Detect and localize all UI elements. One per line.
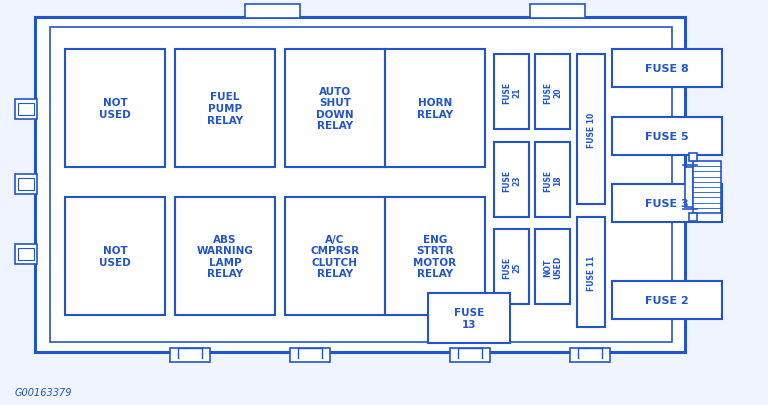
Text: FUSE 10: FUSE 10 [587, 112, 595, 147]
Text: FUEL
PUMP
RELAY: FUEL PUMP RELAY [207, 92, 243, 125]
Bar [290, 348, 330, 362]
Bar [50, 28, 672, 342]
Text: AUTO
SHUT
DOWN
RELAY: AUTO SHUT DOWN RELAY [316, 86, 354, 131]
Text: FUSE
18: FUSE 18 [543, 169, 562, 191]
Text: NOT
USED: NOT USED [543, 255, 562, 279]
Bar [494, 230, 529, 304]
Bar [689, 153, 697, 162]
Bar [428, 293, 510, 343]
Text: FUSE
25: FUSE 25 [502, 256, 521, 278]
Bar [535, 230, 570, 304]
Bar [535, 55, 570, 130]
Bar [685, 168, 693, 207]
Bar [689, 213, 697, 222]
Text: ABS
WARNING
LAMP
RELAY: ABS WARNING LAMP RELAY [197, 234, 253, 279]
Bar [35, 18, 685, 352]
Text: ENG
STRTR
MOTOR
RELAY: ENG STRTR MOTOR RELAY [413, 234, 456, 279]
Bar [450, 348, 490, 362]
Bar [612, 281, 722, 319]
Bar [18, 104, 34, 116]
Bar [693, 162, 721, 213]
Text: FUSE 3: FUSE 3 [645, 198, 689, 209]
Bar [285, 50, 385, 168]
Bar [577, 55, 605, 205]
Text: FUSE 2: FUSE 2 [645, 295, 689, 305]
Text: FUSE
13: FUSE 13 [454, 307, 484, 329]
Bar [285, 198, 385, 315]
Text: NOT
USED: NOT USED [99, 245, 131, 267]
Bar [175, 198, 275, 315]
Bar [570, 348, 610, 362]
Text: FUSE
23: FUSE 23 [502, 169, 521, 191]
Bar [494, 143, 529, 217]
Bar [15, 100, 37, 120]
Bar [535, 143, 570, 217]
Bar [170, 348, 210, 362]
Bar [175, 50, 275, 168]
Text: FUSE 11: FUSE 11 [587, 255, 595, 290]
Bar [18, 179, 34, 190]
Text: FUSE 5: FUSE 5 [645, 132, 689, 142]
Bar [245, 5, 300, 19]
Text: HORN
RELAY: HORN RELAY [417, 98, 453, 119]
Text: FUSE 8: FUSE 8 [645, 64, 689, 74]
Text: FUSE
21: FUSE 21 [502, 81, 521, 103]
Text: FUSE
20: FUSE 20 [543, 81, 562, 103]
Bar [612, 185, 722, 222]
Bar [385, 198, 485, 315]
Bar [494, 55, 529, 130]
Bar [577, 217, 605, 327]
Bar [530, 5, 585, 19]
Bar [18, 248, 34, 260]
Text: NOT
USED: NOT USED [99, 98, 131, 119]
Bar [612, 50, 722, 88]
Text: G00163379: G00163379 [15, 387, 72, 397]
Bar [15, 244, 37, 264]
Bar [15, 175, 37, 194]
Text: A/C
CMPRSR
CLUTCH
RELAY: A/C CMPRSR CLUTCH RELAY [310, 234, 359, 279]
Bar [612, 118, 722, 156]
Bar [65, 198, 165, 315]
Bar [65, 50, 165, 168]
Bar [385, 50, 485, 168]
